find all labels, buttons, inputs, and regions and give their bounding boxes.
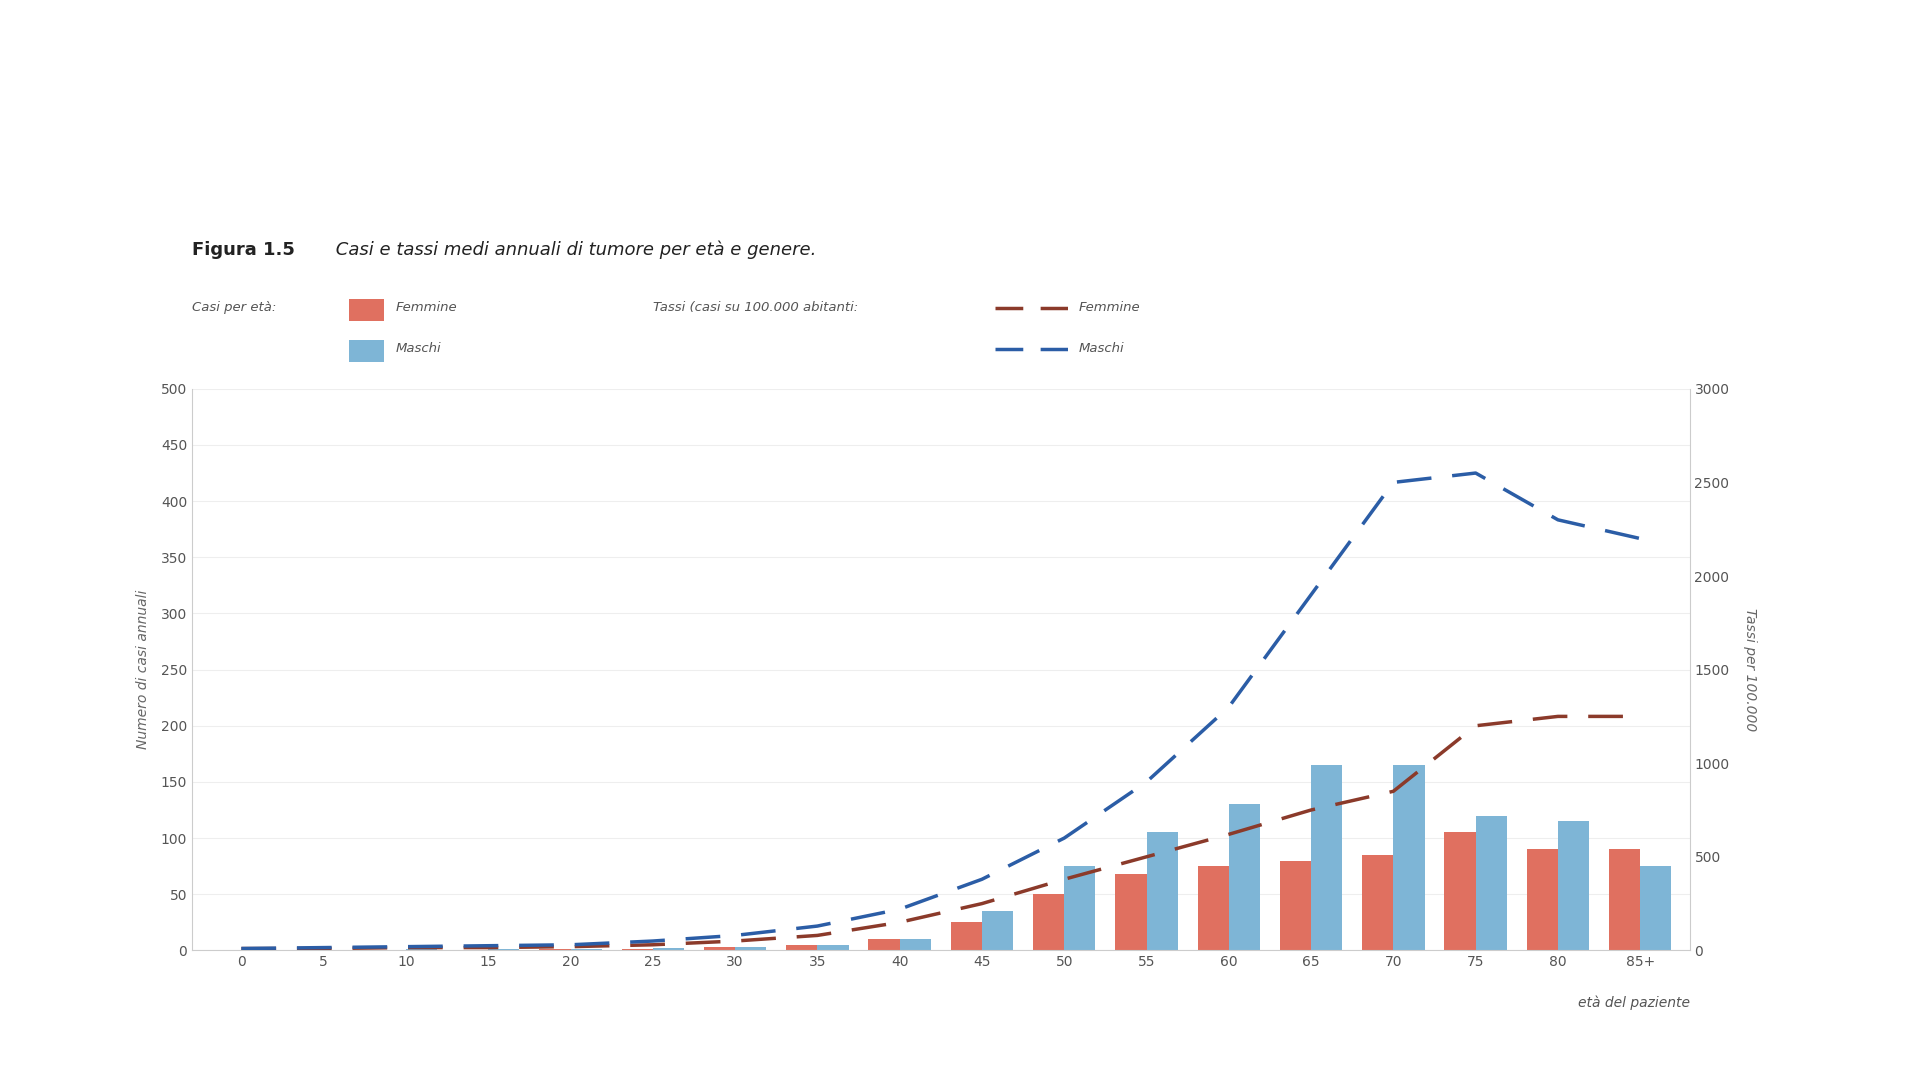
Bar	[1361, 855, 1394, 950]
Text: Femmine: Femmine	[396, 301, 457, 314]
Bar	[1609, 849, 1640, 950]
Text: Figura 1.5: Figura 1.5	[192, 241, 296, 259]
Bar	[488, 949, 520, 950]
Y-axis label: Tassi per 100.000: Tassi per 100.000	[1743, 608, 1757, 731]
Bar	[1526, 849, 1557, 950]
Bar	[1311, 765, 1342, 950]
Bar	[1444, 833, 1476, 950]
Text: Tassi (casi su 100.000 abitanti:: Tassi (casi su 100.000 abitanti:	[653, 301, 858, 314]
Bar	[1064, 866, 1096, 950]
Bar	[950, 922, 981, 950]
Bar	[1198, 866, 1229, 950]
Y-axis label: Numero di casi annuali: Numero di casi annuali	[136, 590, 150, 750]
Bar	[818, 945, 849, 950]
Bar	[653, 948, 684, 950]
X-axis label: età del paziente: età del paziente	[1578, 996, 1690, 1010]
Bar	[705, 947, 735, 950]
Text: Casi e tassi medi annuali di tumore per età e genere.: Casi e tassi medi annuali di tumore per …	[330, 241, 816, 259]
Bar	[868, 940, 900, 950]
Bar	[735, 947, 766, 950]
Bar	[785, 945, 818, 950]
Text: Maschi: Maschi	[396, 342, 442, 355]
Bar	[981, 912, 1014, 950]
Bar	[1229, 805, 1260, 950]
Bar	[622, 949, 653, 950]
Bar	[1394, 765, 1425, 950]
Bar	[1281, 861, 1311, 950]
Bar	[570, 949, 601, 950]
Bar	[1033, 894, 1064, 950]
Bar	[900, 940, 931, 950]
Text: Casi per età:: Casi per età:	[192, 301, 276, 314]
Bar	[1146, 833, 1177, 950]
Bar	[1476, 815, 1507, 950]
Bar	[540, 949, 570, 950]
Bar	[1116, 874, 1146, 950]
Bar	[1640, 866, 1672, 950]
Text: Maschi: Maschi	[1079, 342, 1125, 355]
Bar	[1557, 821, 1590, 950]
Bar	[405, 949, 438, 950]
Text: Femmine: Femmine	[1079, 301, 1140, 314]
